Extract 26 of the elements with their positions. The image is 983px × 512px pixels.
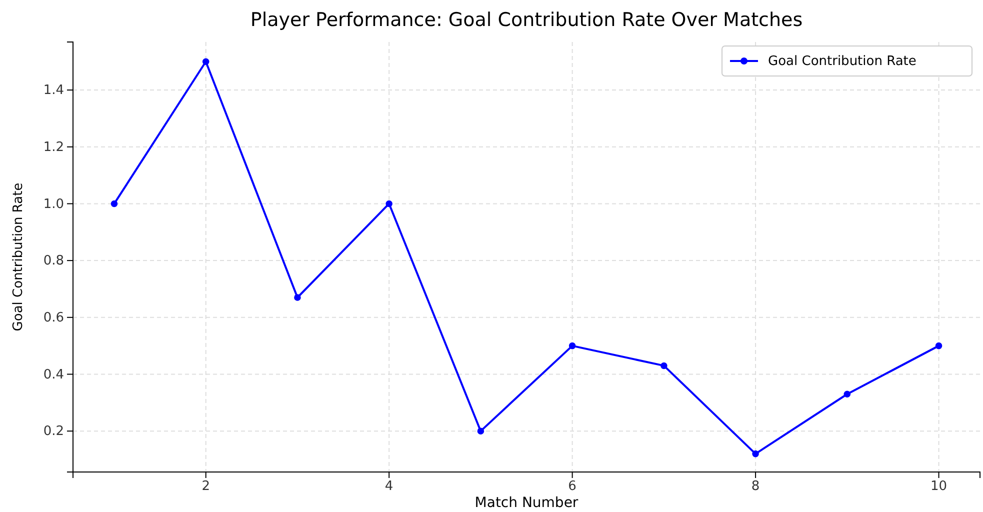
x-tick-label: 4 [384, 479, 394, 494]
point [568, 342, 576, 350]
x-tick-label: 10 [930, 479, 948, 494]
point [294, 294, 301, 301]
y-tick-label: 1.2 [43, 140, 64, 156]
point [752, 450, 759, 458]
y-tick-label: 1.4 [43, 83, 64, 98]
y-axis-title: Goal Contribution Rate [11, 182, 26, 332]
legend-label: Goal Contribution Rate [768, 54, 916, 69]
chart-title: Player Performance: Goal Contribution Rate Over Matches [250, 9, 803, 31]
point [110, 200, 118, 208]
x-tick-label: 6 [568, 479, 576, 494]
point [202, 58, 210, 65]
x-axis-title: Match Number [474, 495, 578, 511]
y-tick-label: 0.6 [43, 310, 64, 326]
y-tick-label: 1.0 [43, 196, 64, 212]
point [386, 200, 392, 208]
x-tick-label: 8 [751, 479, 760, 494]
point [477, 428, 484, 434]
y-tick-label: 0.8 [43, 254, 64, 269]
point [660, 362, 668, 370]
y-tick-label: 0.4 [43, 367, 64, 382]
x-tick-label: 2 [202, 479, 210, 494]
y-tick-label: 0.2 [43, 424, 64, 440]
point [844, 390, 851, 398]
point [935, 342, 942, 350]
